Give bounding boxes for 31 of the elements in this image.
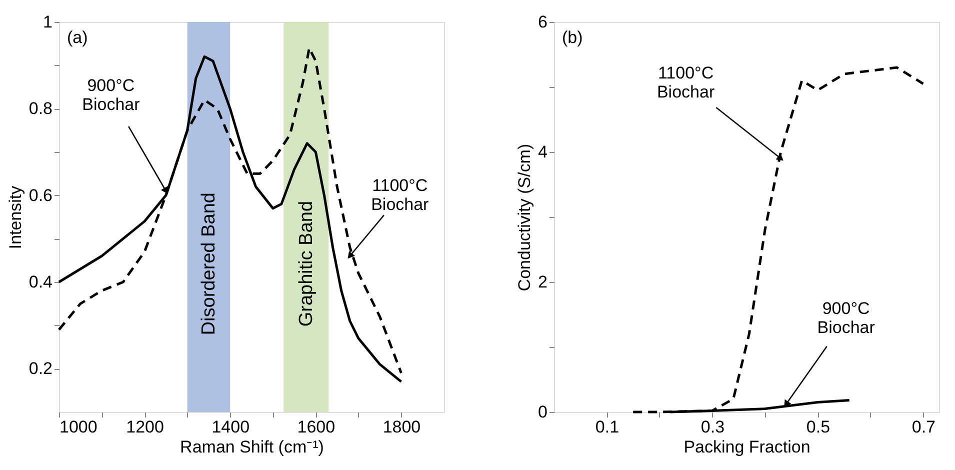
x-tick-label: 0.3 (700, 418, 725, 436)
x-axis-title: Raman Shift (cm⁻¹) (180, 438, 324, 456)
x-tick-label: 0.1 (595, 418, 620, 436)
y-tick-label: 0.8 (28, 99, 52, 118)
annotation: 900°C Biochar (82, 76, 140, 114)
band-label: Disordered Band (198, 192, 220, 336)
annotation: 1100°C Biochar (656, 64, 715, 102)
x-tick-label: 0.5 (806, 418, 830, 436)
y-tick-label: 0.6 (28, 186, 52, 205)
x-tick-label: 1600 (297, 418, 336, 436)
y-tick-label: 4 (538, 142, 548, 162)
y-tick-label: 6 (538, 12, 548, 32)
x-tick-label: 1400 (212, 418, 250, 436)
annotation: 900°C Biochar (817, 299, 876, 338)
x-tick-label: 1200 (126, 418, 164, 436)
y-tick-label: 2 (538, 272, 548, 292)
x-tick-label: 1800 (382, 418, 421, 436)
y-tick-label: 0.2 (28, 359, 52, 378)
x-tick-label: 1000 (60, 418, 98, 436)
annotation: (b) (562, 28, 583, 47)
line-series (632, 66, 924, 414)
annotation: 1100°C Biochar (371, 176, 430, 214)
y-axis-title: Intensity (6, 185, 25, 250)
x-axis-title: Packing Fraction (684, 438, 810, 456)
y-tick-label: 0.4 (28, 272, 52, 292)
band-label: Graphitic Band (296, 200, 318, 327)
annotation: (a) (67, 28, 88, 47)
y-tick-label: 0 (538, 402, 548, 422)
x-tick-label: 0.7 (912, 418, 936, 436)
y-axis-title: Conductivity (S/cm) (515, 144, 534, 292)
y-tick-label: 1 (43, 12, 52, 32)
